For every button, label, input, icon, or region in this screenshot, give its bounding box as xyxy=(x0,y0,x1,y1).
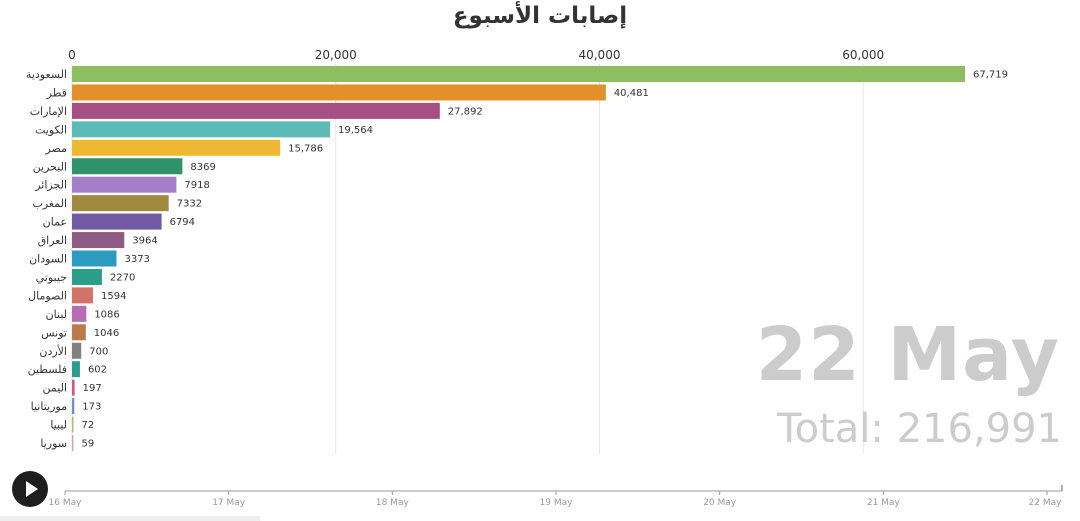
timeline-label: 22 May xyxy=(1029,498,1063,508)
category-label: لبنان xyxy=(46,308,67,321)
category-label: الجزائر xyxy=(34,179,67,192)
value-label: 8369 xyxy=(190,162,215,173)
category-label: تونس xyxy=(41,326,67,339)
value-label: 6794 xyxy=(170,217,195,228)
bar xyxy=(72,66,965,82)
bar xyxy=(72,361,80,378)
value-label: 7332 xyxy=(177,199,202,210)
bar xyxy=(72,158,183,175)
bar xyxy=(72,176,177,193)
category-labels: السعودية قطر الإمارات الكويت مصر البحرين الجزا… xyxy=(26,68,67,450)
value-label: 700 xyxy=(89,346,108,357)
value-label: 40,481 xyxy=(614,88,649,99)
value-label: 59 xyxy=(82,439,95,450)
value-label: 1046 xyxy=(94,328,119,339)
category-label: السودان xyxy=(29,253,67,266)
category-label: عمان xyxy=(43,216,67,229)
bar xyxy=(72,213,162,230)
value-label: 7918 xyxy=(184,180,209,191)
x-tick-label: 20,000 xyxy=(315,48,357,62)
bottom-strip xyxy=(0,516,260,521)
bar xyxy=(72,287,94,304)
total-count-label: Total: 216,991 xyxy=(776,406,1062,452)
value-label: 3373 xyxy=(124,254,149,265)
value-label: 3964 xyxy=(132,236,157,247)
category-label: اليمن xyxy=(43,382,67,395)
category-label: السعودية xyxy=(26,68,67,81)
timeline-label: 21 May xyxy=(867,498,901,508)
value-label: 173 xyxy=(82,402,101,413)
bar xyxy=(72,84,606,101)
bar xyxy=(72,195,169,212)
bar xyxy=(72,232,125,249)
axis-ticks: 0 20,000 40,000 60,000 xyxy=(68,48,884,62)
category-label: جيبوتي xyxy=(36,271,67,284)
timeline-label: 16 May xyxy=(49,498,83,508)
value-label: 27,892 xyxy=(448,106,483,117)
bar xyxy=(72,305,87,322)
bar xyxy=(72,250,117,267)
value-label: 67,719 xyxy=(973,70,1008,81)
x-tick-label: 40,000 xyxy=(578,48,620,62)
play-icon xyxy=(26,481,38,497)
value-label: 1086 xyxy=(94,309,119,320)
value-label: 602 xyxy=(88,365,107,376)
value-label: 197 xyxy=(83,383,102,394)
value-labels: 67,719 40,481 27,892 19,564 15,786 8369 7918 73… xyxy=(82,70,1009,450)
timeline-label: 20 May xyxy=(703,498,737,508)
timeline-axis: 16 May 17 May 18 May 19 May 20 May 21 May 22 M… xyxy=(49,485,1063,508)
x-tick-label: 60,000 xyxy=(842,48,884,62)
value-label: 1594 xyxy=(101,291,126,302)
current-date-label: 22 May xyxy=(755,312,1060,398)
category-label: الكويت xyxy=(35,123,67,136)
timeline-label: 17 May xyxy=(212,498,246,508)
x-tick-label: 0 xyxy=(68,48,76,62)
chart-title: إصابات الأسبوع xyxy=(452,3,628,29)
value-label: 72 xyxy=(82,420,95,431)
bar xyxy=(72,416,74,433)
category-label: مصر xyxy=(44,142,67,155)
category-label: البحرين xyxy=(33,160,67,173)
category-label: العراق xyxy=(38,234,67,247)
category-label: الإمارات xyxy=(30,105,67,118)
category-label: قطر xyxy=(46,86,67,99)
value-label: 19,564 xyxy=(338,125,373,136)
bar xyxy=(72,379,75,396)
category-label: فلسطين xyxy=(28,363,67,376)
category-label: المغرب xyxy=(33,197,68,210)
category-label: سوريا xyxy=(40,437,67,450)
value-label: 15,786 xyxy=(288,143,323,154)
bar xyxy=(72,398,75,415)
category-label: الأردن xyxy=(39,344,67,358)
category-label: ليبيا xyxy=(50,419,67,432)
bars xyxy=(72,66,965,451)
bar xyxy=(72,324,86,341)
bar xyxy=(72,102,440,119)
value-label: 2270 xyxy=(110,272,135,283)
category-label: موريتانيا xyxy=(31,400,67,413)
play-button[interactable] xyxy=(12,471,48,507)
bar xyxy=(72,139,281,156)
category-label: الصومال xyxy=(28,289,67,302)
timeline-label: 18 May xyxy=(376,498,410,508)
timeline-label: 19 May xyxy=(540,498,574,508)
bar xyxy=(72,268,102,285)
bar xyxy=(72,121,330,138)
bar xyxy=(72,342,82,359)
bar xyxy=(72,435,74,451)
